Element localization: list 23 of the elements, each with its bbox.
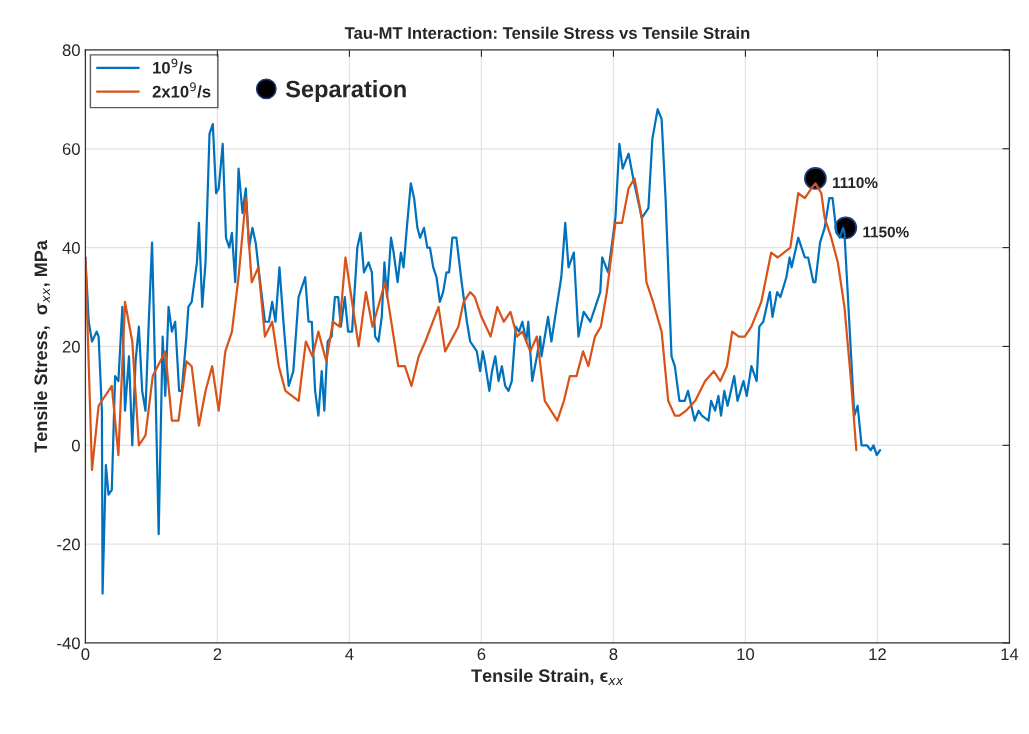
x-tick-label: 8 xyxy=(609,648,618,661)
x-tick-label: 4 xyxy=(345,648,354,660)
x-tick-label: 6 xyxy=(477,648,486,661)
chart-title: Tau-MT Interaction: Tensile Stress vs Tensile Strain xyxy=(344,26,750,39)
x-tick-label: 12 xyxy=(869,648,886,660)
annotation: 1110% xyxy=(833,177,878,189)
legend-label: 2x10$^{9}$/s xyxy=(152,82,211,98)
annotation: 1150% xyxy=(863,226,909,238)
x-axis-title: Tensile Strain, ϵ$_{xx}$ xyxy=(471,668,624,685)
y-tick-label: -40 xyxy=(57,637,80,650)
y-tick-label: 60 xyxy=(62,143,80,155)
x-tick-label: 10 xyxy=(737,648,755,661)
y-tick-label: 80 xyxy=(62,44,80,57)
y-axis-title: Tensile Stress, σ$_{xx}$, MPa xyxy=(33,240,51,453)
legend-label: 10$^{9}$/s xyxy=(153,58,192,74)
x-tick-label: 14 xyxy=(1001,648,1019,660)
y-tick-label: 40 xyxy=(62,242,80,254)
y-tick-label: 20 xyxy=(62,340,80,353)
legend-label: Separation xyxy=(285,80,406,103)
y-tick-label: 0 xyxy=(71,439,80,452)
y-tick-label: -20 xyxy=(57,538,80,551)
x-tick-label: 0 xyxy=(81,648,90,661)
x-tick-label: 2 xyxy=(213,648,222,660)
